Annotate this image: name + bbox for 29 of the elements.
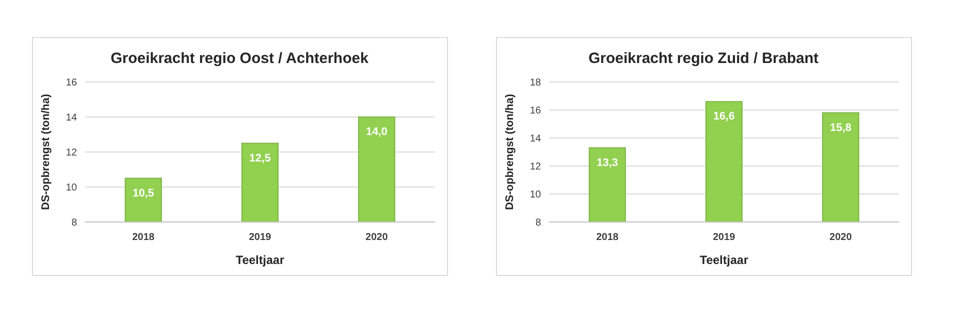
x-axis-title: Teeltjaar [700, 253, 749, 267]
y-tick-label: 10 [66, 182, 78, 194]
y-tick-label: 8 [535, 218, 542, 228]
y-tick-label: 12 [66, 148, 78, 158]
x-tick-label: 2018 [132, 232, 155, 243]
y-axis-title: DS-opbrengst (ton/ha) [504, 94, 516, 210]
y-tick-label: 18 [530, 78, 542, 88]
data-label: 10,5 [132, 187, 154, 200]
data-label: 14,0 [366, 126, 388, 138]
x-tick-label: 2019 [248, 232, 272, 243]
x-tick-label: 2020 [830, 232, 852, 243]
y-tick-label: 16 [66, 78, 78, 88]
x-tick-label: 2020 [366, 232, 388, 243]
chart-title: Groeikracht regio Oost / Achterhoek [110, 50, 370, 67]
y-tick-label: 14 [66, 112, 78, 124]
x-tick-label: 2018 [596, 232, 619, 243]
data-label: 16,6 [713, 110, 735, 123]
y-tick-label: 10 [530, 190, 542, 200]
y-tick-label: 12 [530, 162, 542, 172]
x-axis-title: Teeltjaar [236, 253, 285, 267]
data-label: 15,8 [830, 122, 852, 134]
x-tick-label: 2019 [712, 232, 736, 243]
y-tick-label: 8 [71, 218, 78, 228]
y-axis-title: DS-opbrengst (ton/ha) [40, 94, 52, 210]
data-label: 13,3 [596, 156, 618, 169]
y-tick-label: 14 [530, 134, 542, 144]
chart-title: Groeikracht regio Zuid / Brabant [588, 50, 819, 67]
data-label: 12,5 [249, 152, 271, 164]
y-tick-label: 16 [530, 106, 542, 116]
